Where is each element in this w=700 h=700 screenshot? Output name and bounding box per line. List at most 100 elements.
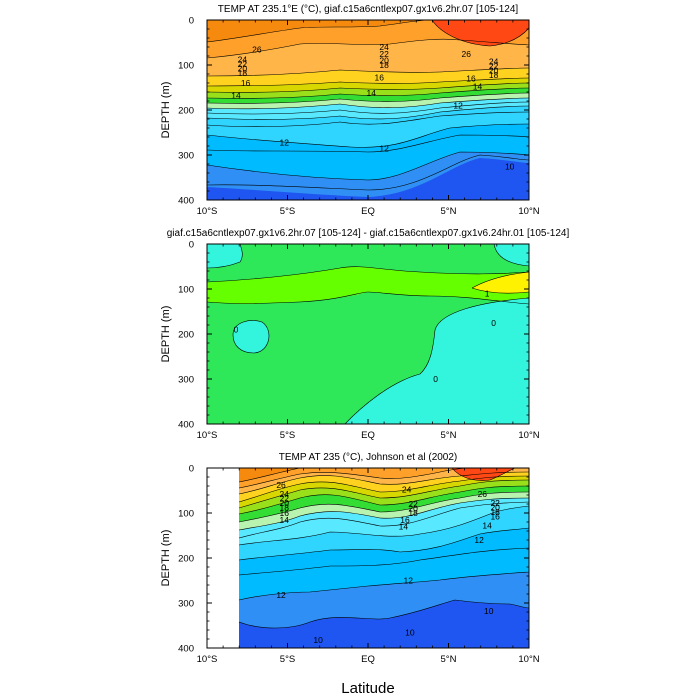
y-tick-label: 400 xyxy=(178,196,194,207)
contour-label: 18 xyxy=(238,68,248,78)
y-tick-label: 400 xyxy=(178,420,194,431)
contour-label: 16 xyxy=(466,74,476,84)
y-tick-label: 100 xyxy=(178,285,194,296)
contour-label: 16 xyxy=(375,73,385,83)
y-tick-label: 300 xyxy=(178,375,194,386)
x-tick-label: EQ xyxy=(361,206,375,217)
contour-label: 12 xyxy=(379,143,389,153)
x-tick-label: 5°N xyxy=(441,430,457,441)
contour-label: 20 xyxy=(490,503,500,513)
y-tick-label: 200 xyxy=(178,106,194,117)
contour-label: 12 xyxy=(276,590,286,600)
contour-label: 20 xyxy=(238,64,248,74)
y-axis-title-top: DEPTH (m) xyxy=(160,82,172,139)
panel-bottom-contour-labels: 2624222018161424222018161426222018161412… xyxy=(276,480,500,645)
contour-label: 12 xyxy=(453,101,463,111)
contour-label: 14 xyxy=(399,522,409,532)
x-axis-title: Latitude xyxy=(341,680,394,697)
contour-label: 22 xyxy=(408,499,418,509)
contour-label: 10 xyxy=(405,627,415,637)
contour-label: 14 xyxy=(231,91,241,101)
y-tick-label: 0 xyxy=(189,240,194,251)
y-tick-label: 200 xyxy=(178,330,194,341)
contour-label: 24 xyxy=(379,42,389,52)
panel-middle-contour-lines xyxy=(207,244,529,424)
contour-label: 20 xyxy=(280,498,290,508)
y-axis-title-middle: DEPTH (m) xyxy=(160,306,172,363)
contour-label: 22 xyxy=(490,498,500,508)
y-tick-label: 200 xyxy=(178,554,194,565)
contour-label: 18 xyxy=(280,503,290,513)
contour-label: 16 xyxy=(241,78,251,88)
y-tick-label: 0 xyxy=(189,16,194,27)
x-tick-label: 5°N xyxy=(441,206,457,217)
y-tick-label: 0 xyxy=(189,464,194,475)
x-tick-label: 10°N xyxy=(518,430,539,441)
contour-label: 16 xyxy=(280,508,290,518)
contour-label: 18 xyxy=(490,507,500,517)
contour-label: 0 xyxy=(234,325,239,335)
contour-label: 26 xyxy=(252,44,262,54)
contour-label: 18 xyxy=(379,60,389,70)
contour-label: 16 xyxy=(490,512,500,522)
contour-label: 22 xyxy=(379,49,389,59)
panel-bottom-contour-fill xyxy=(207,468,529,648)
contour-label: 14 xyxy=(473,82,483,92)
contour-label: 26 xyxy=(478,489,488,499)
contour-label: 12 xyxy=(474,535,484,545)
x-tick-label: 10°N xyxy=(518,654,539,665)
x-tick-label: 10°S xyxy=(197,654,218,665)
panel-bottom: TEMP AT 235 (°C), Johnson et al (2002) xyxy=(207,452,529,648)
contour-label: 24 xyxy=(238,55,248,65)
contour-label: 18 xyxy=(489,70,499,80)
panel-bottom-title: TEMP AT 235 (°C), Johnson et al (2002) xyxy=(279,452,458,463)
contour-label: 20 xyxy=(489,65,499,75)
contour-label: 10 xyxy=(505,161,515,171)
y-tick-label: 100 xyxy=(178,61,194,72)
contour-label: 14 xyxy=(482,521,492,531)
contour-label: 24 xyxy=(489,56,499,66)
panel-middle-title: giaf.c15a6cntlexp07.gx1v6.2hr.07 [105-12… xyxy=(167,228,570,239)
panel-top-contour-lines xyxy=(207,20,529,191)
contour-label: 24 xyxy=(280,489,290,499)
x-tick-label: 10°N xyxy=(518,206,539,217)
panel-middle-contour-labels: 1 0 0 0 xyxy=(234,289,497,385)
contour-label: 14 xyxy=(280,515,290,525)
y-tick-label: 400 xyxy=(178,644,194,655)
contour-label: 26 xyxy=(276,480,286,490)
x-tick-label: EQ xyxy=(361,430,375,441)
contour-label: 0 xyxy=(491,318,496,328)
y-axis-title-bottom: DEPTH (m) xyxy=(160,530,172,587)
panel-top: TEMP AT 235.1°E (°C), giaf.c15a6cntlexp0… xyxy=(207,4,529,200)
panel-bottom-contour-lines xyxy=(238,468,529,629)
contour-label: 18 xyxy=(408,508,418,518)
contour-label: 16 xyxy=(400,515,410,525)
x-tick-label: 5°S xyxy=(280,206,295,217)
contour-label: 26 xyxy=(461,49,471,59)
panel-middle: giaf.c15a6cntlexp07.gx1v6.2hr.07 [105-12… xyxy=(167,228,570,424)
contour-label: 12 xyxy=(280,137,290,147)
x-tick-label: 5°S xyxy=(280,654,295,665)
contour-label: 10 xyxy=(313,635,323,645)
contour-label: 1 xyxy=(485,289,490,299)
contour-label: 24 xyxy=(402,485,412,495)
x-tick-label: 10°S xyxy=(197,206,218,217)
y-tick-label: 300 xyxy=(178,151,194,162)
panel-middle-contour-fill xyxy=(207,244,529,424)
x-tick-label: 5°N xyxy=(441,654,457,665)
contour-label: 22 xyxy=(238,59,248,69)
contour-label: 22 xyxy=(489,61,499,71)
x-tick-label: 5°S xyxy=(280,430,295,441)
panel-top-title: TEMP AT 235.1°E (°C), giaf.c15a6cntlexp0… xyxy=(218,4,519,15)
panel-top-contour-labels: 26 24222018242220181614161426242220181614… xyxy=(231,42,514,171)
contour-label: 12 xyxy=(404,576,414,586)
contour-label: 10 xyxy=(484,606,494,616)
contour-label: 0 xyxy=(433,374,438,384)
x-tick-label: EQ xyxy=(361,654,375,665)
contour-label: 20 xyxy=(408,504,418,514)
contour-label: 22 xyxy=(280,494,290,504)
x-tick-label: 10°S xyxy=(197,430,218,441)
contour-label: 20 xyxy=(379,56,389,66)
